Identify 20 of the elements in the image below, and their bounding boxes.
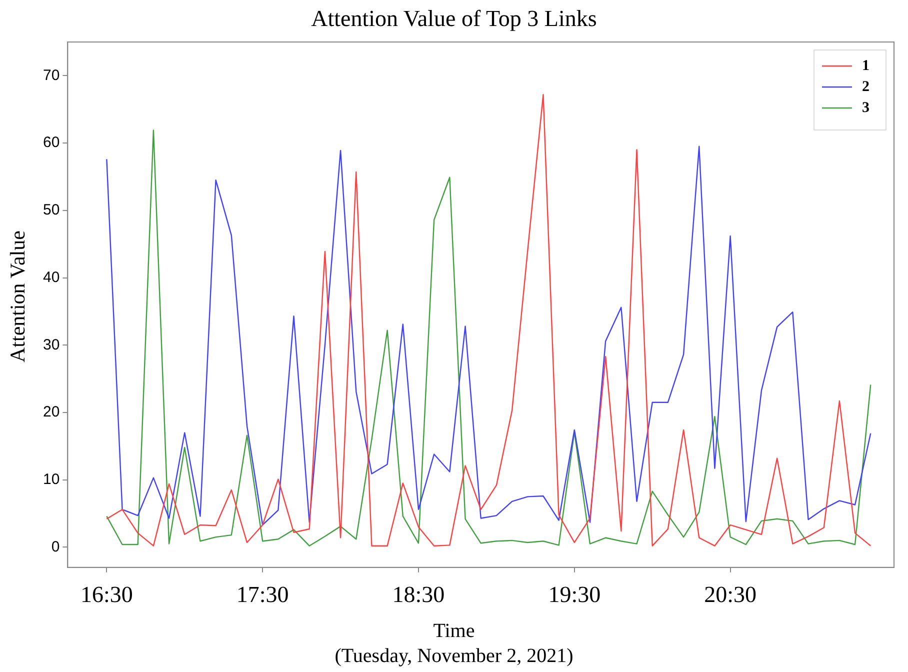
y-tick-label: 60	[42, 134, 60, 152]
x-tick-label: 18:30	[392, 582, 445, 608]
y-tick-label: 70	[42, 66, 60, 84]
y-tick-label: 30	[42, 336, 60, 354]
x-tick-label: 19:30	[548, 582, 601, 608]
x-tick-label: 16:30	[80, 582, 133, 608]
text: (Tuesday, November 2, 2021)	[334, 645, 574, 668]
x-tick-label: 20:30	[704, 582, 756, 608]
y-axis-title: Attention Value	[6, 230, 30, 365]
y-tick-label: 50	[42, 202, 60, 219]
y-tick-label: 20	[42, 404, 60, 421]
y-tick-label: 40	[42, 268, 60, 286]
x-tick-label: 17:30	[236, 582, 289, 608]
legend-label: 1	[862, 58, 870, 74]
legend-label: 2	[862, 78, 870, 95]
chart-title: Attention Value of Top 3 Links	[310, 6, 598, 32]
y-tick-label: 0	[51, 538, 60, 556]
legend-label: 3	[862, 100, 870, 116]
y-tick-label: 10	[42, 470, 60, 488]
x-axis-title: Time	[432, 620, 476, 643]
